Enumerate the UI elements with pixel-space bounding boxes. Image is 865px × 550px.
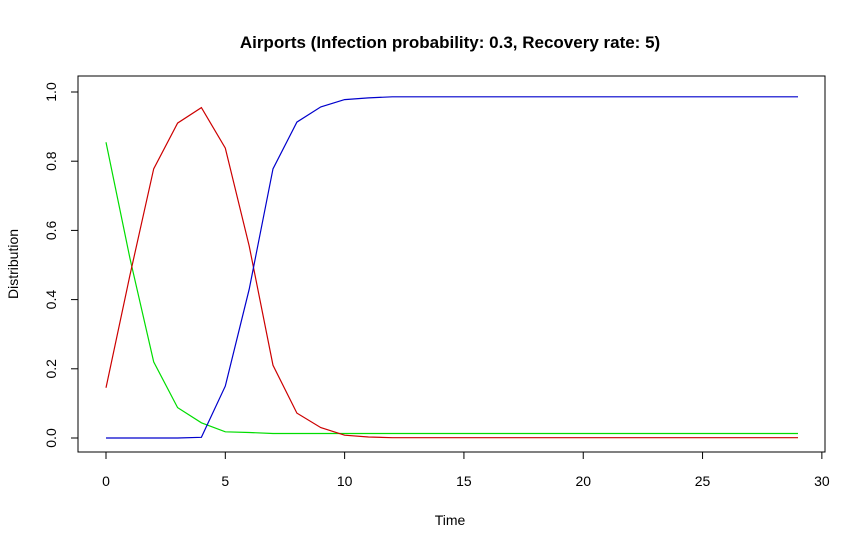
x-tick-label: 20	[575, 473, 591, 489]
y-tick-label: 0.8	[43, 151, 59, 171]
series-line-3	[106, 96, 798, 439]
series-line-1	[105, 142, 798, 435]
x-axis: 0 5 10 15 20 25 30	[102, 451, 830, 489]
y-tick-label: 0.2	[43, 359, 59, 379]
x-tick-label: 30	[814, 473, 830, 489]
series-layer	[105, 96, 798, 439]
x-tick-label: 15	[456, 473, 472, 489]
plot-frame	[77, 75, 826, 453]
x-tick-label: 25	[695, 473, 711, 489]
y-axis: 0.0 0.2 0.4 0.6 0.8 1.0	[43, 82, 79, 448]
y-tick-label: 1.0	[43, 82, 59, 102]
chart-title: Airports (Infection probability: 0.3, Re…	[240, 33, 660, 52]
x-axis-label: Time	[435, 512, 466, 528]
y-tick-label: 0.6	[43, 220, 59, 240]
x-tick-label: 10	[337, 473, 353, 489]
series-line-2	[105, 106, 798, 439]
y-axis-label: Distribution	[5, 229, 21, 299]
y-tick-label: 0.4	[43, 290, 59, 310]
x-tick-label: 5	[221, 473, 229, 489]
y-tick-label: 0.0	[43, 428, 59, 448]
x-tick-label: 0	[102, 473, 110, 489]
